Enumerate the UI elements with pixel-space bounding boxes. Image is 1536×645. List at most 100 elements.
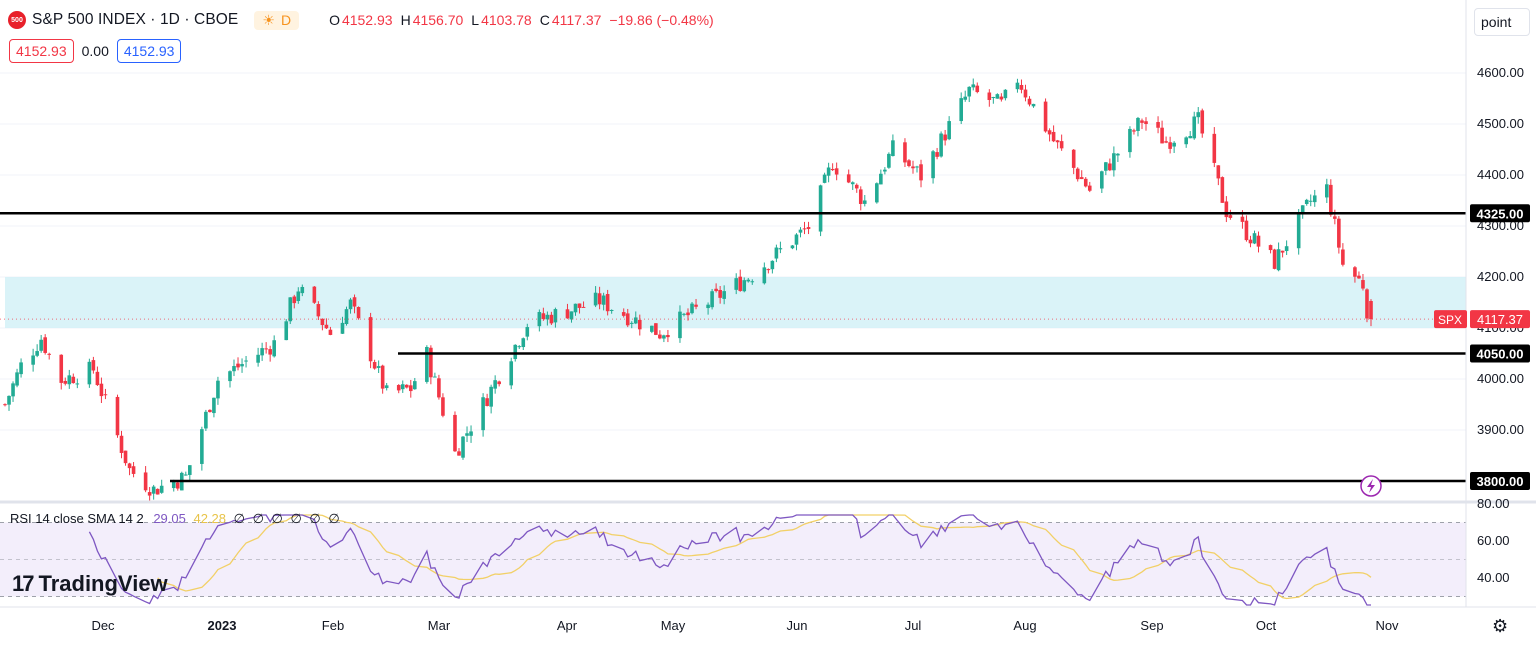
candle: [465, 426, 469, 443]
candle: [999, 93, 1004, 102]
time-tick-label: May: [661, 618, 686, 633]
candle: [376, 360, 381, 373]
tradingview-logo-icon: 17: [12, 571, 35, 596]
candle: [1108, 158, 1112, 172]
candle: [1212, 127, 1217, 168]
chart-title[interactable]: S&P 500 INDEX · 1D · CBOE: [32, 11, 239, 28]
rsi-extra-values: ∅ ∅ ∅ ∅ ∅ ∅: [233, 511, 342, 526]
candle: [1333, 209, 1337, 225]
candle: [762, 262, 767, 285]
candle: [971, 78, 976, 91]
candle: [123, 450, 128, 466]
candle: [678, 305, 682, 343]
candle: [1252, 230, 1257, 245]
candle: [188, 465, 192, 481]
candle: [742, 277, 747, 293]
candle: [115, 394, 120, 438]
rsi-value: 29.05: [153, 511, 186, 526]
candle: [11, 381, 15, 402]
candle: [39, 334, 43, 353]
price-tick-label: 4000.00: [1477, 371, 1524, 386]
time-tick-label: Jun: [787, 618, 808, 633]
level-label: 4050.00: [1477, 347, 1524, 362]
market-status[interactable]: ☀ D: [254, 10, 300, 30]
candle: [429, 345, 433, 385]
candle: [858, 186, 863, 211]
price-unit-button[interactable]: point: [1474, 8, 1530, 36]
candle: [147, 487, 152, 501]
candle: [425, 345, 429, 384]
candle: [324, 318, 329, 330]
candle: [911, 160, 915, 174]
tradingview-logo-text: TradingView: [38, 571, 168, 596]
close-label: C: [539, 12, 550, 28]
candle: [1361, 274, 1365, 291]
candle: [1276, 242, 1281, 272]
candle: [525, 323, 530, 341]
candle: [372, 359, 377, 370]
candle: [240, 358, 244, 373]
buy-button[interactable]: 4152.93: [116, 39, 182, 63]
candle: [987, 89, 992, 107]
tradingview-logo[interactable]: 17 TradingView: [12, 571, 168, 597]
open-value: 4152.93: [341, 12, 393, 28]
candle: [175, 480, 180, 491]
support-resistance-lines: [0, 212, 1466, 483]
settings-gear-icon[interactable]: ⚙: [1492, 616, 1509, 636]
candle: [404, 384, 409, 389]
candle: [340, 316, 345, 334]
candle: [95, 366, 100, 386]
level-label: 3800.00: [1477, 474, 1524, 489]
candle: [7, 395, 11, 411]
candle: [71, 373, 76, 384]
last-price-bg: [1470, 310, 1530, 329]
candle: [1224, 196, 1229, 223]
candle: [834, 162, 839, 181]
candle: [75, 378, 80, 389]
candle: [469, 425, 473, 443]
candle: [806, 221, 811, 235]
candle: [850, 181, 855, 191]
candle: [87, 358, 92, 388]
rsi-legend[interactable]: RSI 14 close SMA 14 2 29.05 42.28 ∅ ∅ ∅ …: [10, 511, 342, 527]
sell-button[interactable]: 4152.93: [9, 39, 74, 63]
candles: [3, 78, 1373, 501]
candle: [396, 384, 401, 394]
time-tick-label: Nov: [1375, 618, 1399, 633]
candle: [1043, 98, 1048, 133]
candle: [1132, 128, 1136, 135]
candle: [208, 409, 212, 413]
symbol-tag: SPX: [1438, 313, 1462, 327]
candle: [625, 308, 630, 328]
candle: [131, 462, 136, 478]
candle: [991, 96, 996, 104]
candle: [650, 325, 654, 334]
candle: [119, 430, 124, 459]
candle: [288, 297, 293, 325]
candle: [931, 149, 935, 184]
candle: [272, 335, 276, 358]
candle: [453, 411, 457, 452]
candle: [31, 348, 35, 372]
candle: [959, 92, 963, 125]
candle: [706, 302, 710, 315]
candle: [155, 488, 160, 495]
candle: [734, 273, 739, 295]
candle: [1112, 146, 1116, 177]
time-tick-label: 2023: [208, 618, 237, 633]
time-tick-label: Apr: [557, 618, 578, 633]
candle: [437, 374, 441, 400]
price-tick-label: 4500.00: [1477, 116, 1524, 131]
open-label: O: [329, 12, 340, 28]
rsi-legend-label: RSI 14 close SMA 14 2: [10, 511, 144, 526]
time-tick-label: Jul: [905, 618, 922, 633]
candle: [862, 195, 867, 207]
candle: [1055, 139, 1060, 149]
candle: [609, 309, 614, 314]
candle: [236, 357, 240, 371]
candle: [907, 159, 911, 168]
level-label-bg: [1470, 472, 1530, 490]
candle: [975, 82, 980, 94]
candle: [553, 307, 558, 328]
